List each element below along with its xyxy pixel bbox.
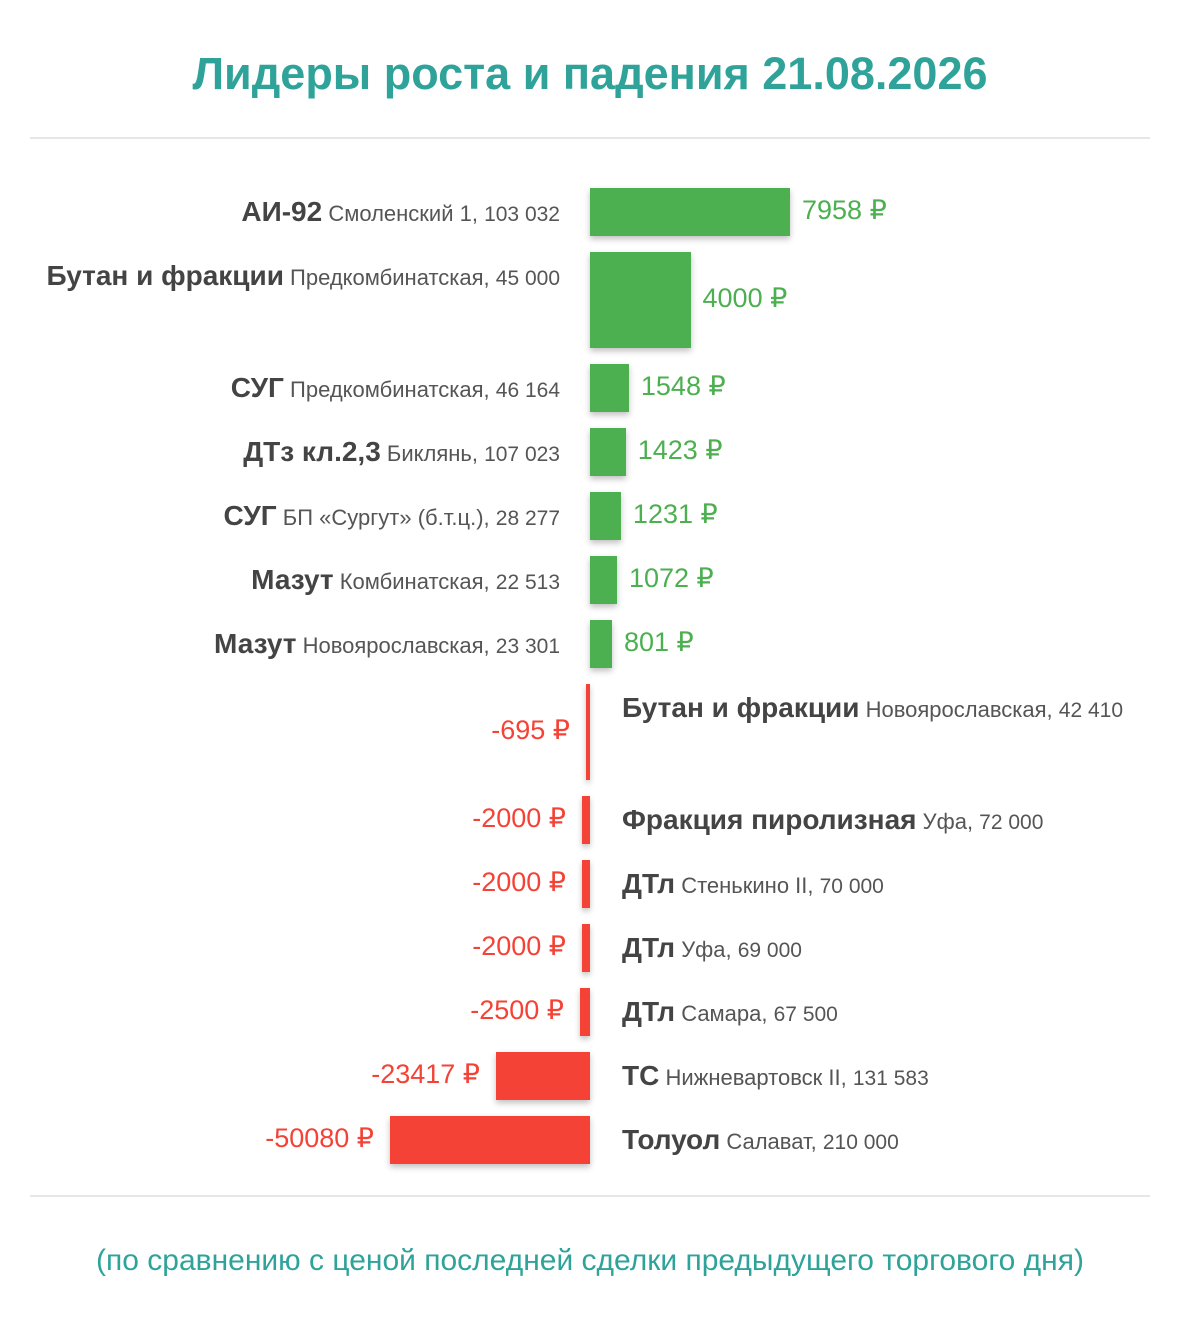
product-name: ДТл <box>622 996 676 1027</box>
location-name: Уфа, <box>916 809 980 834</box>
bar-2 <box>590 364 629 412</box>
volume-value: 67 500 <box>773 1003 838 1026</box>
product-name: Фракция пиролизная <box>622 804 917 835</box>
bar-13 <box>390 1116 590 1164</box>
category-label-12: ТС Нижневартовск II, 131 583 <box>622 1052 929 1103</box>
location-name: Стенькино II, <box>675 873 820 898</box>
category-label-0: АИ-92 Смоленский 1, 103 032 <box>241 188 560 239</box>
category-label-4: СУГ БП «Сургут» (б.т.ц.), 28 277 <box>224 492 560 543</box>
value-label-0: 7958 ₽ <box>802 195 887 225</box>
location-name: Биклянь, <box>380 441 485 466</box>
product-name: СУГ <box>223 500 277 531</box>
bar-6 <box>590 620 612 668</box>
value-label-10: -2000 ₽ <box>472 931 566 961</box>
volume-value: 22 513 <box>495 571 560 594</box>
bar-8 <box>582 796 590 844</box>
chart-title: Лидеры роста и падения 21.08.2026 <box>192 48 988 99</box>
value-label-2: 1548 ₽ <box>640 371 726 401</box>
top-divider <box>30 137 1150 139</box>
product-name: ТС <box>622 1060 660 1091</box>
bar-7 <box>586 684 590 780</box>
category-label-13: Толуол Салават, 210 000 <box>622 1116 899 1167</box>
product-name: ДТл <box>622 868 676 899</box>
volume-value: 23 301 <box>495 635 560 658</box>
volume-value: 45 000 <box>495 267 560 290</box>
product-name: Бутан и фракции <box>46 260 284 291</box>
product-name: ДТл <box>622 932 676 963</box>
location-name: Самара, <box>675 1001 774 1026</box>
bar-12 <box>496 1052 590 1100</box>
location-name: Комбинатская, <box>333 569 496 594</box>
category-label-1: Бутан и фракции Предкомбинатская, 45 000 <box>46 252 560 303</box>
product-name: ДТз кл.2,3 <box>243 436 381 467</box>
bar-1 <box>590 252 691 348</box>
product-name: Мазут <box>214 628 297 659</box>
product-name: Мазут <box>251 564 334 595</box>
volume-value: 210 000 <box>822 1131 899 1154</box>
value-label-8: -2000 ₽ <box>472 803 566 833</box>
location-name: Салават, <box>720 1129 823 1154</box>
value-label-11: -2500 ₽ <box>470 995 564 1025</box>
volume-value: 103 032 <box>484 203 560 226</box>
value-label-13: -50080 ₽ <box>265 1123 374 1153</box>
location-name: Смоленский 1, <box>322 201 485 226</box>
product-name: АИ-92 <box>241 196 323 227</box>
value-label-7: -695 ₽ <box>491 715 570 745</box>
location-name: БП «Сургут» (б.т.ц.), <box>276 505 496 530</box>
category-label-8: Фракция пиролизная Уфа, 72 000 <box>622 796 1043 847</box>
product-name: Толуол <box>622 1124 721 1155</box>
location-name: Новоярославская, <box>859 697 1059 722</box>
location-name: Нижневартовск II, <box>659 1065 853 1090</box>
bottom-divider <box>30 1195 1150 1197</box>
volume-value: 42 410 <box>1058 699 1123 722</box>
volume-value: 70 000 <box>819 875 884 898</box>
category-label-11: ДТл Самара, 67 500 <box>622 988 838 1039</box>
location-name: Предкомбинатская, <box>283 265 496 290</box>
value-label-12: -23417 ₽ <box>371 1059 480 1089</box>
bar-5 <box>590 556 617 604</box>
bar-10 <box>582 924 590 972</box>
volume-value: 69 000 <box>737 939 802 962</box>
category-label-9: ДТл Стенькино II, 70 000 <box>622 860 884 911</box>
volume-value: 107 023 <box>484 443 560 466</box>
product-name: Бутан и фракции <box>622 692 860 723</box>
value-label-3: 1423 ₽ <box>637 435 723 465</box>
volume-value: 28 277 <box>495 507 560 530</box>
value-label-1: 4000 ₽ <box>702 283 788 313</box>
value-label-4: 1231 ₽ <box>632 499 718 529</box>
value-label-9: -2000 ₽ <box>472 867 566 897</box>
category-label-2: СУГ Предкомбинатская, 46 164 <box>231 364 560 415</box>
volume-value: 72 000 <box>979 811 1044 834</box>
location-name: Предкомбинатская, <box>283 377 496 402</box>
category-label-6: Мазут Новоярославская, 23 301 <box>214 620 560 671</box>
category-label-5: Мазут Комбинатская, 22 513 <box>251 556 560 607</box>
volume-value: 46 164 <box>495 379 560 402</box>
category-label-3: ДТз кл.2,3 Биклянь, 107 023 <box>243 428 560 479</box>
location-name: Уфа, <box>675 937 738 962</box>
bar-0 <box>590 188 790 236</box>
product-name: СУГ <box>230 372 284 403</box>
bar-3 <box>590 428 626 476</box>
category-label-7: Бутан и фракции Новоярославская, 42 410 <box>622 684 1123 735</box>
chart-footnote: (по сравнению с ценой последней сделки п… <box>96 1244 1084 1277</box>
value-label-6: 801 ₽ <box>624 627 694 657</box>
bar-9 <box>582 860 590 908</box>
bar-4 <box>590 492 621 540</box>
category-label-10: ДТл Уфа, 69 000 <box>622 924 802 975</box>
volume-value: 131 583 <box>852 1067 929 1090</box>
location-name: Новоярославская, <box>296 633 496 658</box>
value-label-5: 1072 ₽ <box>628 563 714 593</box>
bar-11 <box>580 988 590 1036</box>
